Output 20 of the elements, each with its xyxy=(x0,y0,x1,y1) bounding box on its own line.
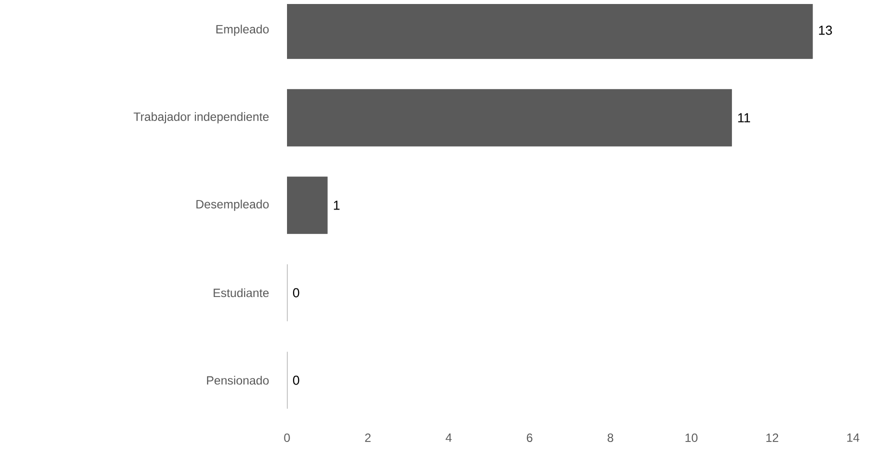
x-tick-label: 12 xyxy=(766,434,778,442)
x-tick-label: 10 xyxy=(686,434,698,442)
data-label: 0 xyxy=(293,288,300,298)
x-tick-label: 8 xyxy=(608,434,614,442)
y-tick-label: Empleado xyxy=(216,24,269,36)
x-tick-label: 0 xyxy=(284,434,290,442)
x-tick-label: 4 xyxy=(446,434,452,442)
y-tick-label: Estudiante xyxy=(214,288,269,298)
data-label: 11 xyxy=(738,113,750,122)
y-tick-label: Pensionado xyxy=(207,376,269,385)
x-tick-label: 14 xyxy=(847,434,860,442)
y-tick-label: Desempleado xyxy=(196,200,269,211)
bar xyxy=(287,89,732,146)
x-tick-label: 6 xyxy=(526,434,532,442)
y-tick-label: Trabajador independiente xyxy=(134,112,269,124)
bar xyxy=(287,176,328,234)
data-label: 0 xyxy=(293,376,300,385)
data-label: 1 xyxy=(334,200,340,210)
data-label: 13 xyxy=(819,26,832,35)
x-tick-label: 2 xyxy=(365,434,371,442)
